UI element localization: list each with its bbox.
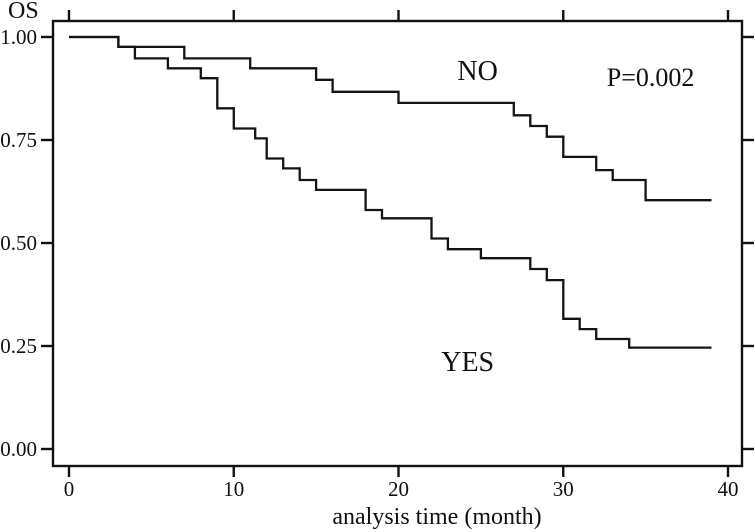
y-tick-label: 0.75 (0, 128, 37, 152)
survival-curve-yes (69, 35, 712, 349)
y-axis-title: OS (8, 0, 39, 24)
x-axis-title: analysis time (month) (332, 504, 541, 530)
survival-curve-no (69, 35, 712, 202)
annotation-no-label: NO (457, 56, 497, 87)
x-tick-label: 10 (223, 477, 244, 501)
annotation-p-value: P=0.002 (607, 63, 695, 92)
annotation-yes-label: YES (441, 347, 494, 378)
axis-ticks (41, 10, 754, 477)
tick-labels: 0.00 0.25 0.50 0.75 1.00 0 10 20 30 40 (0, 25, 738, 501)
y-tick-label: 0.25 (0, 334, 37, 358)
x-tick-label: 40 (718, 477, 739, 501)
x-tick-label: 0 (64, 477, 75, 501)
x-tick-label: 30 (553, 477, 574, 501)
y-tick-label: 0.00 (0, 437, 37, 461)
y-tick-label: 1.00 (0, 25, 37, 49)
annotations: NO YES P=0.002 (441, 56, 694, 378)
survival-curves (69, 35, 712, 349)
x-tick-label: 20 (388, 477, 409, 501)
y-tick-label: 0.50 (0, 231, 37, 255)
